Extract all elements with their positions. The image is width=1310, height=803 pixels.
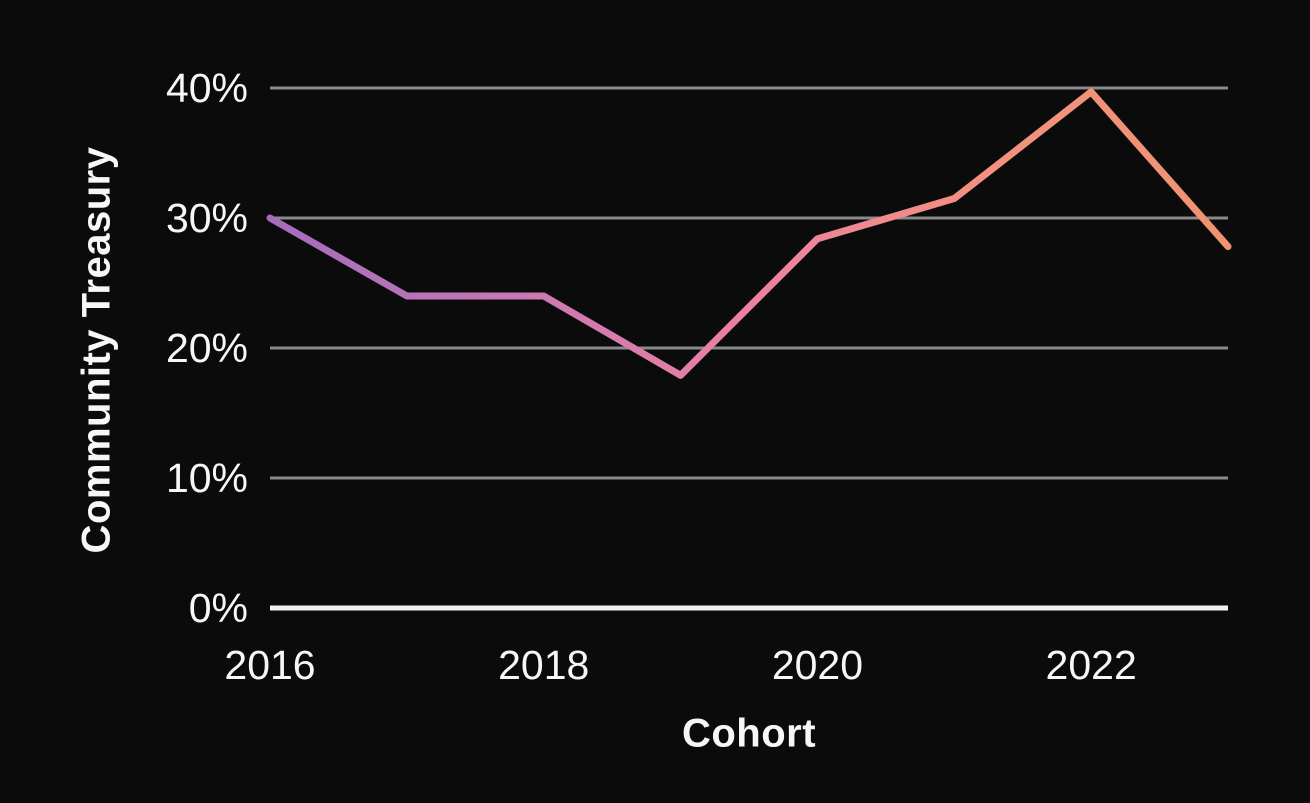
x-tick-label: 2022 (1046, 642, 1137, 688)
y-axis-tick-labels: 0% 10% 20% 30% 40% (166, 65, 248, 631)
x-axis-tick-labels: 2016 2018 2020 2022 (224, 642, 1136, 688)
y-tick-label: 10% (166, 455, 248, 501)
x-axis-title: Cohort (681, 711, 817, 756)
x-tick-label: 2016 (224, 642, 315, 688)
x-tick-label: 2018 (498, 642, 589, 688)
y-tick-label: 30% (166, 195, 248, 241)
y-tick-label: 20% (166, 325, 248, 371)
x-tick-label: 2020 (772, 642, 863, 688)
y-tick-label: 0% (189, 585, 248, 631)
y-tick-label: 40% (166, 65, 248, 111)
gridlines (270, 86, 1228, 611)
data-line-series (266, 88, 1232, 379)
y-axis-title: Community Treasury (74, 146, 119, 554)
